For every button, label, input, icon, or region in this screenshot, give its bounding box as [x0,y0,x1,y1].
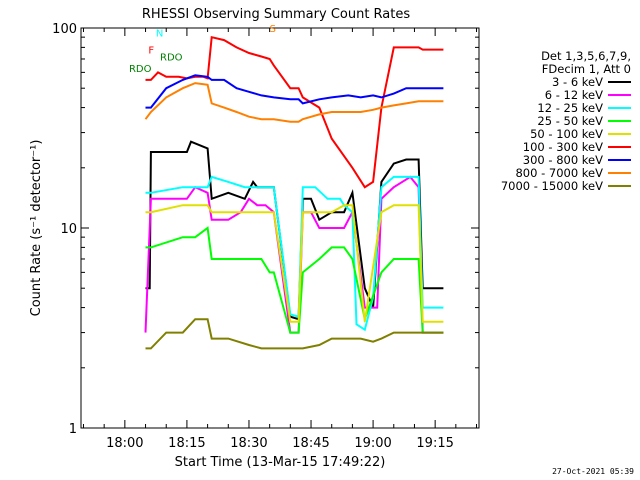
x-tick-label: 18:30 [230,436,267,451]
annotation-label: RDO [129,64,152,75]
series-line-3 [145,175,444,332]
series-line-9 [145,318,444,350]
annotation-label: N [156,28,163,39]
y-tick-label: 100 [52,22,77,37]
annotation-label: F [148,46,154,57]
legend-entry-label: 6 - 12 keV [545,88,603,102]
x-tick-label: 18:15 [168,436,205,451]
series-line-8 [144,82,444,123]
x-tick-label: 19:00 [354,436,391,451]
legend-entry-label: 7000 - 15000 keV [501,179,603,193]
x-tick-label: 19:15 [416,436,453,451]
x-axis-label: Start Time (13-Mar-15 17:49:22) [175,455,386,470]
series-line-7 [145,74,444,109]
legend-header: FDecim 1, Att 0 [542,62,631,76]
series-layer [144,35,444,350]
legend-entry-label: 50 - 100 keV [530,127,603,141]
y-axis-label: Count Rate (s⁻¹ detector⁻¹) [29,140,44,317]
legend-entry-label: 800 - 7000 keV [515,166,603,180]
legend-entry-label: 300 - 800 keV [523,153,603,167]
y-tick-label: 1 [69,422,77,437]
x-axis: 18:00 18:15 18:30 18:45 19:00 19:15 [82,28,478,451]
chart-title: RHESSI Observing Summary Count Rates [142,7,411,22]
footer-timestamp: 27-Oct-2021 05:39 [552,467,634,476]
y-axis: 1 10 100 [52,22,479,437]
x-tick-label: 18:45 [292,436,329,451]
annotations-layer: NF RDO RDO S [129,24,276,75]
legend-entry-label: 25 - 50 keV [537,114,603,128]
series-line-5 [145,204,444,323]
annotation-label: RDO [160,53,183,64]
annotation-label: S [270,24,276,35]
y-tick-label: 10 [60,222,77,237]
legend-entry-label: 12 - 25 keV [537,101,603,115]
legend-entry-label: 100 - 300 keV [523,140,603,154]
series-line-4 [145,226,444,334]
legend-header: Det 1,3,5,6,7,9, [541,49,631,63]
x-tick-label: 18:00 [106,436,143,451]
legend-entry-label: 3 - 6 keV [552,75,603,89]
legend: Det 1,3,5,6,7,9,FDecim 1, Att 03 - 6 keV… [501,49,631,193]
